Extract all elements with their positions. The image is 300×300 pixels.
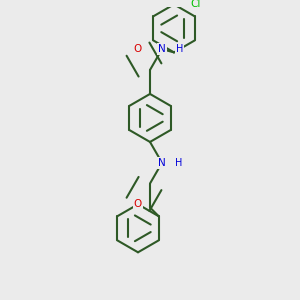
- Text: H: H: [176, 44, 183, 54]
- Text: N: N: [158, 158, 166, 168]
- Text: O: O: [134, 199, 142, 209]
- Text: H: H: [175, 158, 182, 168]
- Text: O: O: [134, 44, 142, 54]
- Text: Cl: Cl: [190, 0, 201, 9]
- Text: N: N: [158, 44, 166, 54]
